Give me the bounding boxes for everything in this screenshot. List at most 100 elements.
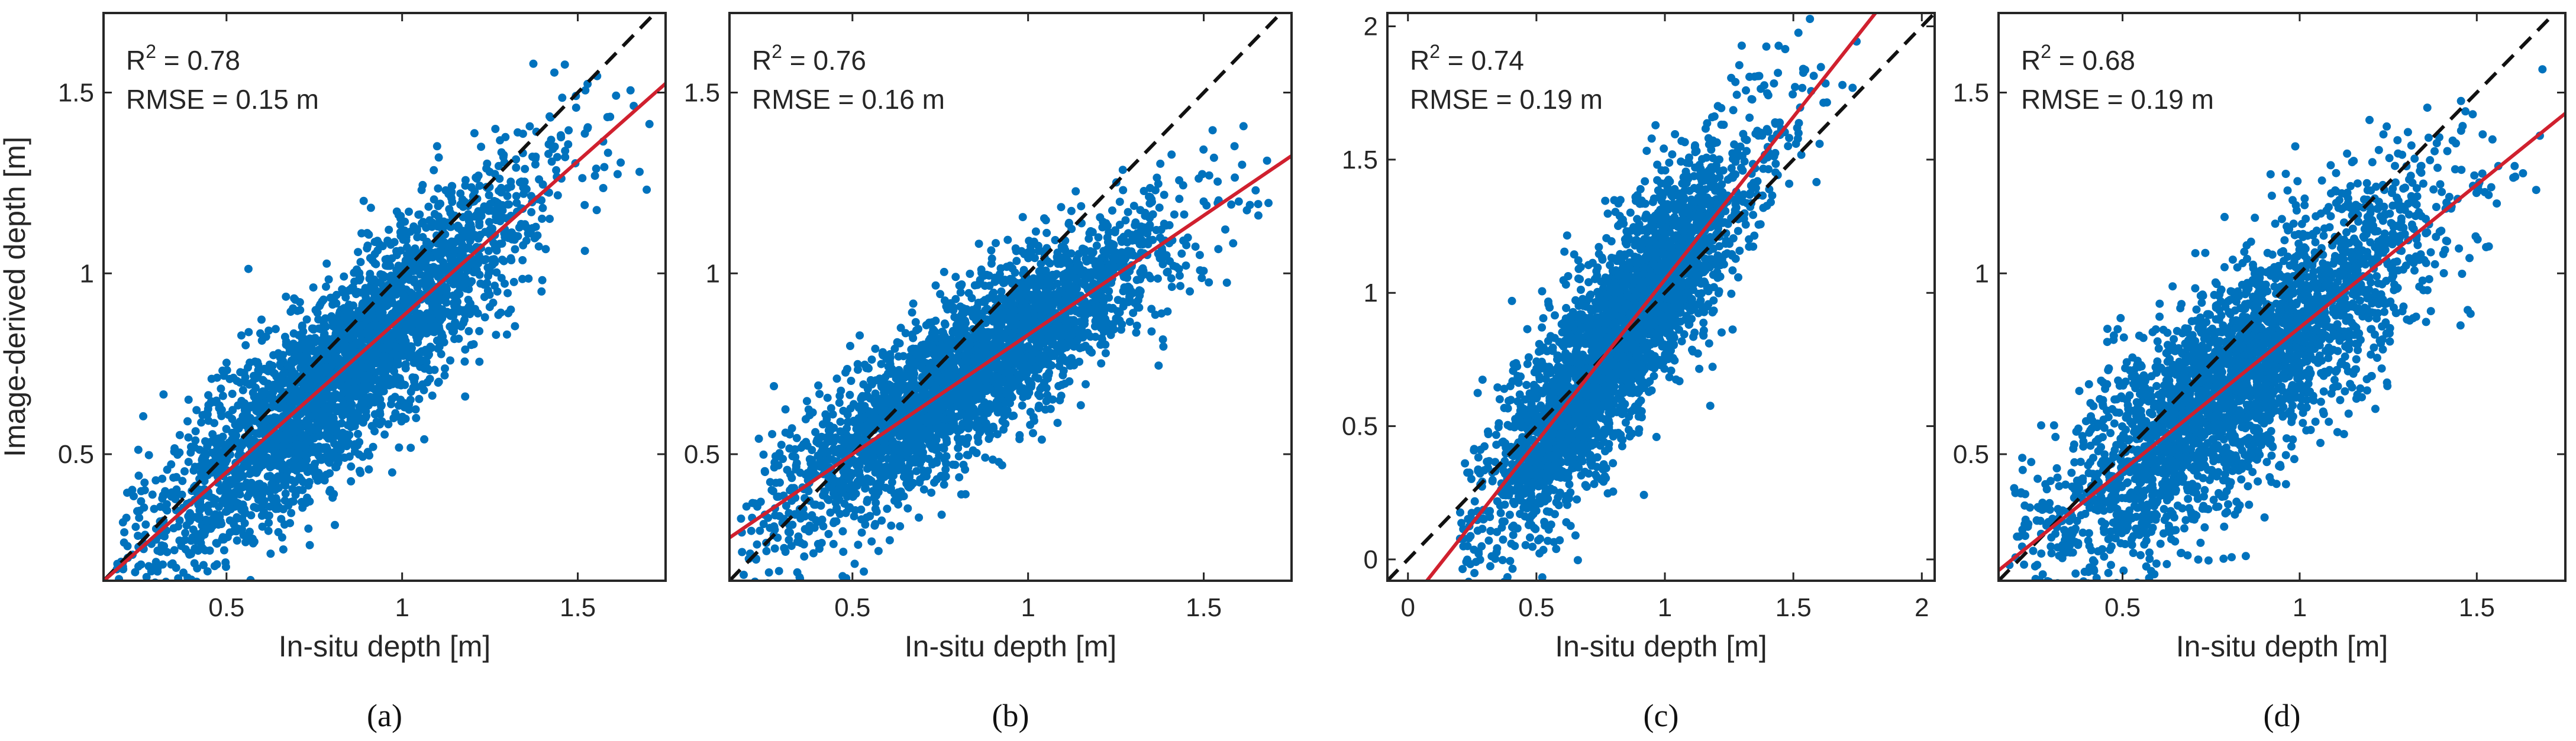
- data-point: [458, 195, 467, 204]
- data-point: [257, 315, 266, 324]
- data-point: [288, 365, 296, 374]
- data-point: [211, 517, 219, 526]
- data-point: [395, 443, 403, 452]
- data-point: [461, 345, 470, 354]
- data-point: [311, 374, 320, 383]
- data-point: [572, 103, 580, 112]
- data-point: [392, 342, 401, 351]
- data-point: [580, 247, 589, 255]
- data-point: [398, 339, 407, 348]
- data-point: [448, 257, 457, 266]
- data-point: [460, 357, 469, 366]
- data-point: [298, 503, 307, 512]
- data-point: [737, 515, 745, 523]
- data-point: [556, 131, 565, 140]
- data-point: [201, 457, 210, 465]
- data-point: [872, 507, 881, 516]
- data-point: [449, 291, 458, 300]
- data-point: [1177, 249, 1186, 258]
- data-point: [153, 564, 162, 572]
- r2-superscript: 2: [146, 41, 156, 62]
- data-point: [396, 351, 405, 360]
- data-point: [209, 585, 217, 593]
- data-point: [140, 486, 149, 494]
- data-point: [285, 448, 293, 457]
- data-point: [344, 432, 353, 441]
- data-point: [212, 560, 221, 569]
- data-point: [776, 478, 784, 487]
- data-point: [390, 238, 399, 247]
- data-point: [451, 318, 460, 326]
- data-point: [392, 207, 401, 216]
- data-point: [538, 203, 547, 212]
- data-point: [1170, 210, 1179, 219]
- data-point: [547, 157, 556, 166]
- data-point: [645, 119, 654, 128]
- data-point: [364, 465, 373, 474]
- data-point: [894, 352, 903, 361]
- data-point: [256, 420, 265, 429]
- data-point: [503, 184, 512, 193]
- data-point: [222, 455, 231, 464]
- data-point: [197, 418, 206, 427]
- data-point: [770, 522, 779, 531]
- data-point: [1214, 245, 1223, 254]
- data-point: [272, 497, 281, 506]
- axes-frame: [102, 12, 667, 582]
- data-point: [222, 358, 231, 367]
- data-point: [1176, 281, 1184, 290]
- data-point: [325, 426, 334, 435]
- data-point: [113, 628, 121, 636]
- data-point: [234, 401, 243, 410]
- data-point: [212, 373, 221, 382]
- data-point: [811, 428, 820, 436]
- data-point: [823, 393, 832, 402]
- data-point: [474, 207, 483, 216]
- data-point: [1205, 278, 1213, 287]
- data-point: [144, 562, 153, 571]
- panel-caption: (a): [367, 698, 402, 733]
- data-point: [151, 476, 160, 485]
- data-point: [430, 166, 438, 174]
- data-point: [560, 60, 569, 69]
- data-point: [759, 520, 768, 529]
- data-point: [354, 370, 363, 378]
- data-point: [839, 548, 848, 556]
- data-point: [144, 601, 153, 609]
- data-point: [184, 458, 193, 467]
- data-point: [464, 296, 473, 304]
- data-point: [251, 357, 259, 366]
- data-point: [322, 470, 331, 479]
- data-point: [1148, 198, 1156, 206]
- data-point: [183, 417, 192, 426]
- data-point: [448, 308, 457, 316]
- data-point: [459, 250, 467, 259]
- data-point: [450, 246, 459, 255]
- data-point: [192, 406, 201, 415]
- data-point: [871, 344, 880, 353]
- data-point: [836, 418, 845, 426]
- data-point: [490, 243, 499, 252]
- data-point: [224, 496, 233, 504]
- data-point: [271, 486, 280, 494]
- data-point: [1222, 279, 1231, 287]
- data-point: [130, 601, 138, 609]
- data-point: [191, 462, 199, 471]
- data-point: [538, 180, 547, 189]
- data-point: [552, 166, 561, 174]
- data-point: [318, 411, 327, 420]
- data-point: [1221, 225, 1229, 234]
- data-point: [395, 287, 403, 296]
- data-point: [287, 344, 296, 352]
- data-point: [184, 433, 193, 442]
- data-point: [461, 181, 470, 190]
- data-point: [309, 433, 318, 442]
- data-point: [580, 129, 589, 138]
- data-point: [538, 214, 547, 223]
- data-point: [242, 437, 251, 446]
- data-point: [304, 418, 313, 427]
- data-point: [120, 528, 129, 537]
- data-point: [211, 495, 220, 504]
- data-point: [781, 548, 790, 556]
- data-point: [613, 170, 622, 179]
